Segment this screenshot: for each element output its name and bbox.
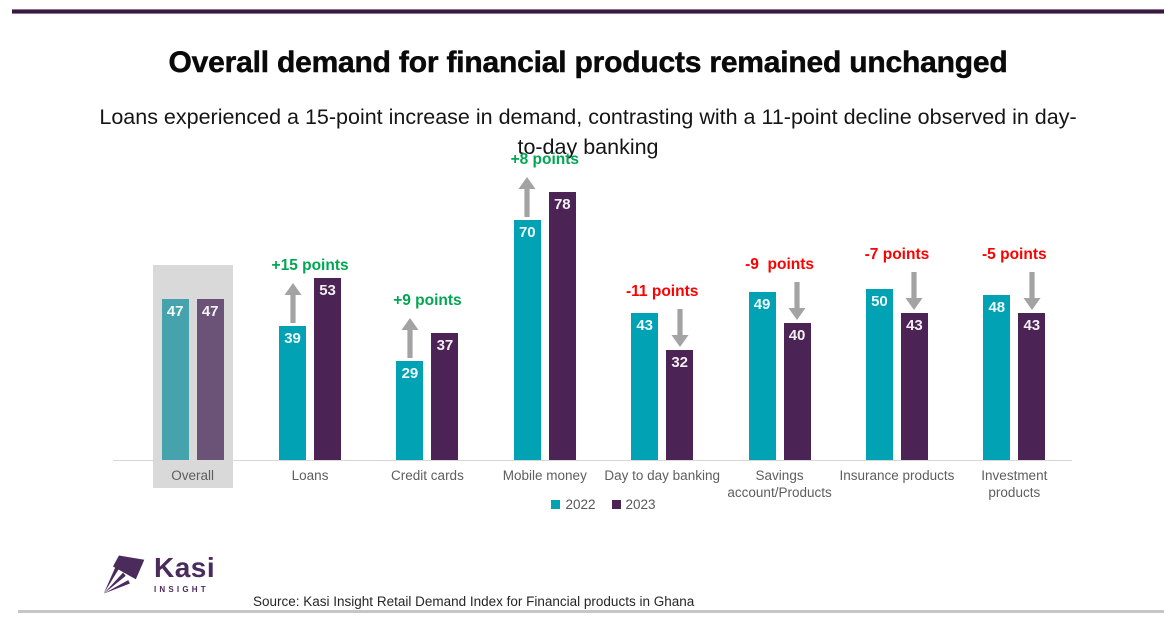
kasi-insight-wordmark: Kasi INSIGHT <box>154 552 216 595</box>
bar-group: 47 47 Overall <box>134 150 251 530</box>
bar-2023: 37 <box>431 333 459 460</box>
category-label-line: account/Products <box>727 484 832 500</box>
brand-subname: INSIGHT <box>154 585 209 595</box>
legend-swatch <box>551 500 561 509</box>
bar-2023: 43 <box>900 312 928 460</box>
bar-2022: 50 <box>865 288 893 460</box>
bar-value-label: 49 <box>753 295 771 313</box>
brand-name: Kasi <box>154 552 216 583</box>
page-subtitle: Loans experienced a 15-point increase in… <box>99 104 1077 160</box>
bar-value-label: 50 <box>871 292 888 310</box>
category-label-line: Mobile money <box>502 468 587 483</box>
bar-2022: 49 <box>748 291 776 460</box>
down-arrow-icon <box>671 309 689 348</box>
change-annotation: -9 points <box>745 255 814 273</box>
change-annotation: +8 points <box>510 150 580 168</box>
bar-value-label: 29 <box>401 364 419 382</box>
bar-2023: 47 <box>196 298 224 460</box>
bar-group: 70 78 Mobile money +8 points <box>486 150 603 530</box>
category-label: Insurance products <box>832 468 961 485</box>
bar-group: 50 43 Insurance products -7 points <box>838 150 955 530</box>
bar-2022: 47 <box>161 298 189 460</box>
category-label: Day to day banking <box>598 468 727 485</box>
up-arrow-icon <box>518 176 536 217</box>
legend-label: 2023 <box>625 497 656 512</box>
bar-group: 29 37 Credit cards +9 points <box>369 150 486 530</box>
legend-swatch <box>611 500 621 509</box>
bar-2023: 43 <box>1018 312 1046 460</box>
chart-legend: 2022 2023 <box>134 497 1073 512</box>
top-divider <box>12 9 1164 14</box>
category-label-line: Savings <box>755 468 804 483</box>
bar-2022: 43 <box>631 312 659 460</box>
category-label-line: Day to day banking <box>604 468 720 483</box>
category-label-line: Loans <box>291 468 329 483</box>
category-label: Overall <box>128 468 257 485</box>
bar-value-label: 48 <box>988 299 1006 317</box>
bar-2022: 48 <box>983 295 1011 460</box>
category-label: Mobile money <box>480 468 609 485</box>
source-line-1: Source: Kasi Insight Retail Demand Index… <box>253 594 695 610</box>
category-label: Investment products <box>950 468 1079 502</box>
bar-2023: 32 <box>666 350 694 460</box>
bar-value-label: 78 <box>553 196 571 214</box>
category-label: Savings account/Products <box>715 468 844 502</box>
bar-2023: 53 <box>314 278 342 460</box>
up-arrow-icon <box>284 283 302 324</box>
bar-value-label: 37 <box>436 337 454 355</box>
bar-2023: 78 <box>548 192 576 460</box>
bar-group: 39 53 Loans +15 points <box>251 150 368 530</box>
category-label-line: Credit cards <box>391 468 464 483</box>
legend-item: 2023 <box>611 497 656 512</box>
bar-group: 48 43 Investment products -5 points <box>956 150 1073 530</box>
bar-value-label: 43 <box>1023 316 1041 334</box>
bar-2023: 40 <box>783 322 811 460</box>
source-note: Source: Kasi Insight Retail Demand Index… <box>253 558 899 627</box>
legend-label: 2022 <box>565 497 596 512</box>
bar-value-label: 47 <box>201 302 219 320</box>
bar-value-label: 40 <box>788 326 806 344</box>
bar-2022: 39 <box>279 326 307 460</box>
down-arrow-icon <box>788 281 806 320</box>
bar-group: 49 40 Savings account/Products -9 points <box>721 150 838 530</box>
change-annotation: -7 points <box>864 245 930 263</box>
category-label-line: products <box>988 484 1041 500</box>
change-annotation: +9 points <box>393 291 462 309</box>
bar-2022: 70 <box>513 219 541 460</box>
up-arrow-icon <box>401 317 419 358</box>
bar-value-label: 43 <box>906 316 923 334</box>
bar-value-label: 53 <box>319 282 336 300</box>
category-label-line: Investment <box>981 468 1048 483</box>
bar-value-label: 47 <box>166 302 184 320</box>
bar-2022: 29 <box>396 360 424 460</box>
bottom-divider <box>18 610 1164 613</box>
legend-item: 2022 <box>551 497 596 512</box>
change-annotation: -11 points <box>626 283 699 301</box>
bar-value-label: 39 <box>284 330 301 348</box>
x-axis-baseline <box>113 460 1072 461</box>
category-label-line: Overall <box>171 468 215 483</box>
bar-value-label: 43 <box>636 316 654 334</box>
bar-group: 43 32 Day to day banking -11 points <box>604 150 721 530</box>
down-arrow-icon <box>1023 271 1041 310</box>
category-label: Loans <box>245 468 374 485</box>
down-arrow-icon <box>905 271 923 310</box>
bar-chart: 47 47 Overall 39 53 Loans +15 points 29 37 Credit… <box>113 150 1073 530</box>
category-label-line: Insurance products <box>839 468 955 483</box>
change-annotation: -5 points <box>982 245 1047 263</box>
category-label: Credit cards <box>363 468 492 485</box>
page-title: Overall demand for financial products re… <box>168 46 1008 80</box>
bar-value-label: 32 <box>671 354 689 372</box>
bar-value-label: 70 <box>518 223 536 241</box>
change-annotation: +15 points <box>271 257 349 275</box>
kasi-insight-logo-icon <box>103 555 145 594</box>
